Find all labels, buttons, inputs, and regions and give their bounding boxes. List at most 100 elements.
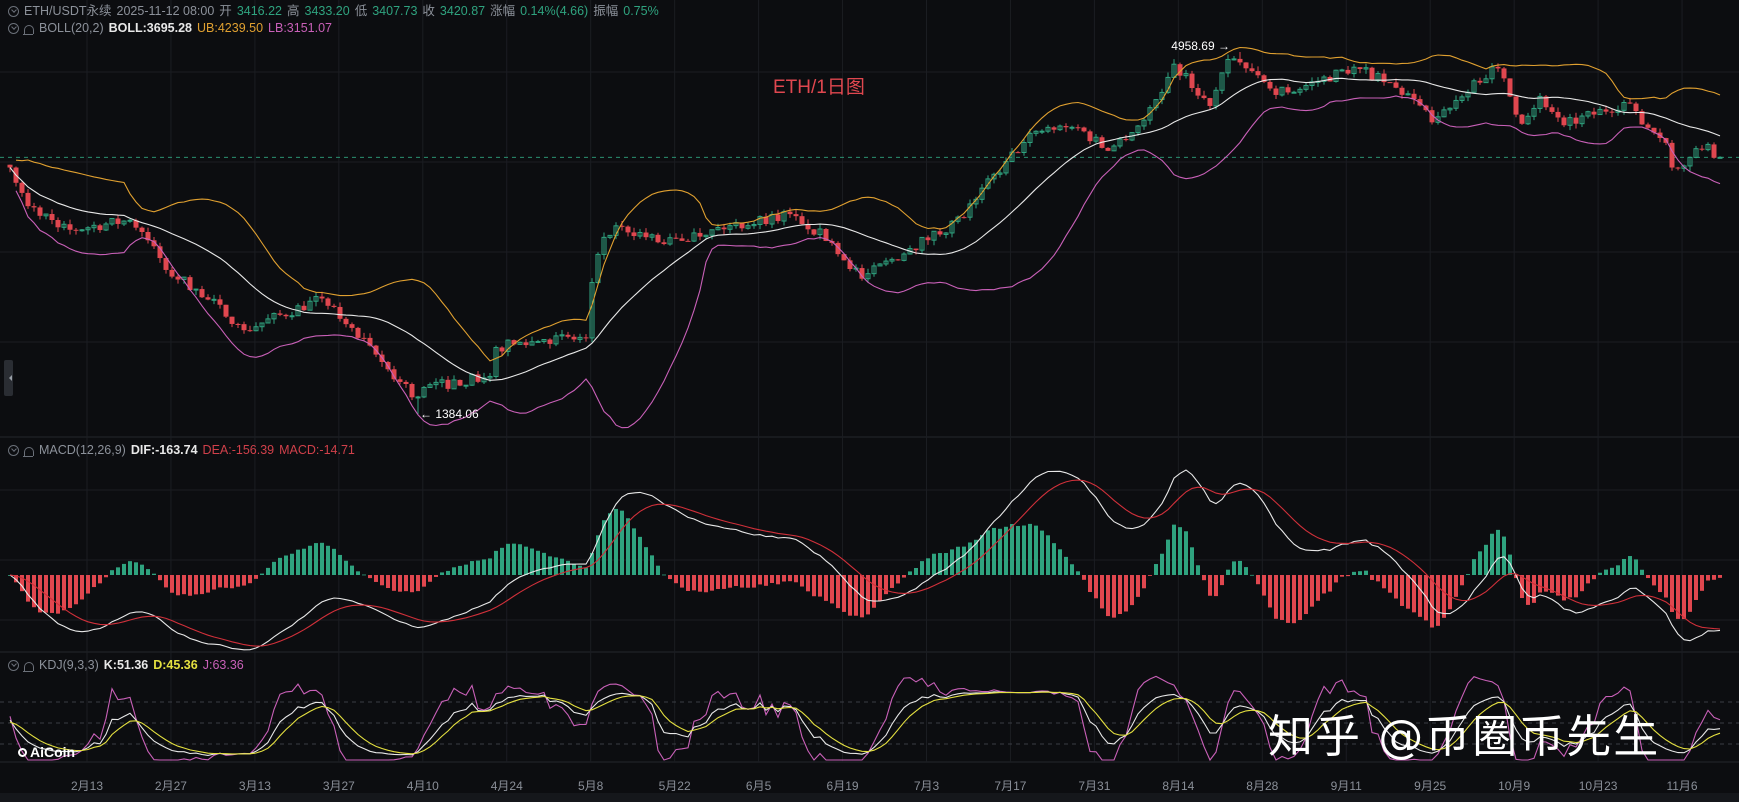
candle-body	[235, 323, 241, 325]
macd-histogram-bar	[1088, 575, 1092, 593]
candle-body	[1261, 75, 1267, 82]
macd-histogram-bar	[194, 575, 198, 595]
macd-histogram-bar	[896, 575, 900, 584]
candle-body	[175, 276, 181, 280]
macd-histogram-bar	[662, 574, 666, 576]
candle-body	[1381, 73, 1387, 83]
macd-histogram-bar	[20, 575, 24, 592]
macd-histogram-bar	[650, 555, 654, 575]
candle-body	[1579, 115, 1585, 125]
macd-histogram-bar	[38, 575, 42, 613]
candle-body	[1249, 68, 1255, 72]
candle-body	[1399, 87, 1405, 95]
date-tick-label: 8月14	[1162, 779, 1195, 793]
candle-body	[1213, 89, 1219, 107]
candle-body	[505, 339, 511, 352]
candle-body	[1675, 167, 1681, 169]
kdj-label[interactable]: KDJ(9,3,3)	[39, 658, 99, 672]
low-price-annotation: ← 1384.06	[420, 407, 479, 421]
macd-histogram-bar	[1574, 575, 1578, 598]
candle-body	[1471, 80, 1477, 93]
macd-histogram-bar	[356, 571, 360, 575]
macd-histogram-bar	[1598, 572, 1602, 575]
macd-label[interactable]: MACD(12,26,9)	[39, 443, 126, 457]
macd-histogram-bar	[1538, 575, 1542, 593]
date-tick-label: 2月13	[70, 779, 104, 793]
collapse-chevron-icon[interactable]	[8, 5, 19, 17]
macd-histogram-bar	[1682, 575, 1686, 620]
collapse-chevron-icon[interactable]	[8, 659, 19, 671]
candle-body	[313, 296, 319, 302]
macd-histogram-bar	[410, 575, 414, 593]
candle-body	[673, 237, 679, 239]
macd-histogram-bar	[1568, 575, 1572, 598]
macd-value: MACD:-14.71	[279, 443, 355, 457]
open-label: 开	[219, 4, 232, 18]
macd-histogram-bar	[1424, 575, 1428, 621]
macd-histogram-bar	[362, 574, 366, 576]
candle-body	[1369, 67, 1375, 81]
macd-histogram-bar	[128, 561, 132, 575]
candle-body	[169, 269, 175, 277]
candle-body	[61, 223, 67, 228]
macd-histogram-bar	[476, 560, 480, 575]
sidebar-collapse-handle[interactable]	[4, 360, 13, 396]
candle-body	[1693, 148, 1699, 158]
candle-body	[523, 342, 529, 346]
candle-body	[961, 217, 967, 219]
candle-body	[625, 226, 631, 233]
bell-icon[interactable]	[23, 661, 34, 672]
boll-label[interactable]: BOLL(20,2)	[39, 21, 104, 35]
symbol-label[interactable]: ETH/USDT永续	[24, 4, 112, 18]
macd-histogram-bar	[1166, 539, 1170, 575]
macd-histogram-bar	[1448, 575, 1452, 610]
macd-histogram-bar	[314, 543, 318, 575]
candle-body	[1477, 80, 1483, 83]
macd-histogram-bar	[458, 565, 462, 575]
candle-body	[139, 227, 145, 232]
macd-histogram-bar	[1118, 575, 1122, 615]
candle-body	[1063, 126, 1069, 128]
candle-body	[1345, 69, 1351, 74]
macd-histogram-bar	[782, 575, 786, 582]
candle-body	[133, 220, 139, 228]
candle-body	[1237, 58, 1243, 63]
collapse-chevron-icon[interactable]	[8, 22, 19, 34]
low-value: 3407.73	[372, 4, 418, 18]
macd-histogram-bar	[890, 575, 894, 588]
candle-body	[211, 298, 217, 301]
macd-histogram-bar	[1256, 575, 1260, 585]
candle-body	[1507, 78, 1513, 97]
date-tick-label: 9月25	[1414, 779, 1447, 793]
bottom-scrollbar[interactable]	[0, 793, 1739, 802]
macd-histogram-bar	[668, 575, 672, 580]
candle-body	[1489, 66, 1495, 80]
candle-body	[343, 318, 349, 325]
macd-histogram-bar	[530, 548, 534, 575]
candle-body	[451, 379, 457, 390]
macd-histogram-bar	[1454, 575, 1458, 597]
macd-histogram-bar	[230, 575, 234, 589]
date-tick-label: 4月24	[490, 779, 523, 793]
candle-body	[1711, 144, 1717, 158]
candle-body	[745, 225, 751, 229]
candle-body	[481, 377, 487, 383]
date-tick-label: 7月3	[913, 779, 940, 793]
collapse-chevron-icon[interactable]	[8, 444, 19, 456]
macd-histogram-bar	[1190, 547, 1194, 575]
macd-histogram-bar	[1592, 575, 1596, 580]
macd-histogram-bar	[1178, 527, 1182, 575]
candle-body	[1501, 68, 1507, 79]
candle-body	[997, 172, 1003, 175]
macd-histogram-bar	[632, 528, 636, 575]
date-tick-label: 9月11	[1330, 779, 1362, 793]
d-value: D:45.36	[153, 658, 198, 672]
bell-icon[interactable]	[23, 446, 34, 457]
macd-histogram-bar	[338, 554, 342, 575]
candle-body	[1111, 145, 1117, 152]
amplitude-value: 0.75%	[623, 4, 659, 18]
bell-icon[interactable]	[23, 24, 34, 35]
candle-body	[1699, 148, 1705, 150]
candle-body	[1681, 165, 1687, 169]
